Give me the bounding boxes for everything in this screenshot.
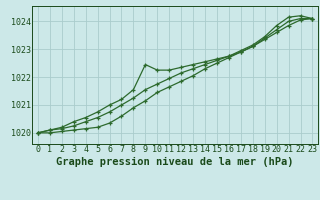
X-axis label: Graphe pression niveau de la mer (hPa): Graphe pression niveau de la mer (hPa) [56, 157, 294, 167]
